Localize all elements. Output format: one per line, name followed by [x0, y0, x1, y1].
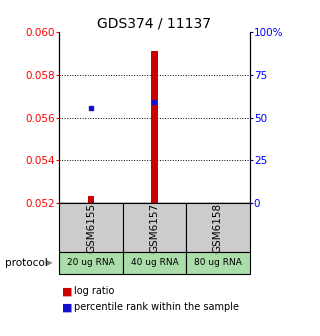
Text: log ratio: log ratio — [74, 286, 114, 296]
Text: 80 ug RNA: 80 ug RNA — [194, 258, 242, 267]
Text: GSM6155: GSM6155 — [86, 203, 96, 253]
Text: ■: ■ — [62, 286, 73, 296]
Text: GSM6158: GSM6158 — [213, 203, 223, 253]
Text: GSM6157: GSM6157 — [149, 203, 159, 253]
Text: 20 ug RNA: 20 ug RNA — [67, 258, 115, 267]
Bar — [88, 197, 94, 203]
Text: ■: ■ — [62, 302, 73, 312]
Bar — [151, 51, 157, 203]
Text: protocol: protocol — [5, 258, 48, 268]
Text: percentile rank within the sample: percentile rank within the sample — [74, 302, 239, 312]
Title: GDS374 / 11137: GDS374 / 11137 — [97, 17, 212, 31]
Text: 40 ug RNA: 40 ug RNA — [131, 258, 178, 267]
